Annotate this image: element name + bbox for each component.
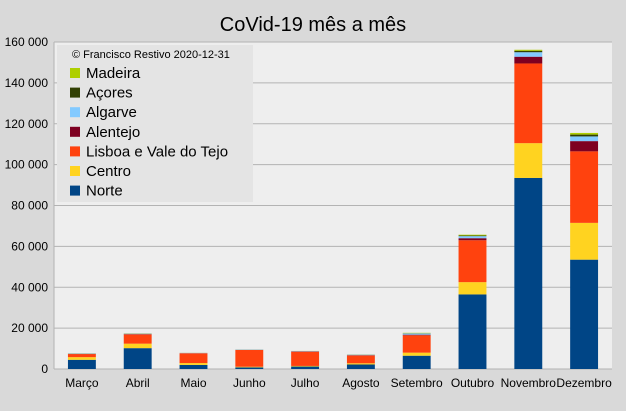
copyright-annotation: © Francisco Restivo 2020-12-31	[72, 49, 230, 61]
legend-entry: Centro	[86, 163, 131, 180]
legend-entry: Açores	[86, 85, 133, 102]
bar-segment	[402, 333, 431, 335]
legend-swatch	[70, 185, 80, 196]
bar-segment	[458, 294, 487, 369]
y-tick-label: 20 000	[11, 321, 48, 335]
bar-segment	[235, 366, 264, 368]
bar-segment	[346, 354, 375, 356]
bar-segment	[179, 363, 208, 365]
bar-segment	[514, 63, 543, 144]
legend-entry: Alentejo	[86, 124, 140, 141]
y-tick-label: 80 000	[11, 199, 48, 213]
bar-segment	[570, 151, 599, 223]
bar-segment	[291, 366, 320, 369]
bar-segment	[67, 357, 96, 360]
bar-segment	[235, 349, 264, 367]
x-category-label: Setembro	[391, 376, 443, 390]
bar-segment	[570, 134, 599, 137]
bar-segment	[458, 234, 487, 236]
y-axis-ticks: 0 20 000 40 000 60 000 80 000 100 000 120 000 1…	[5, 35, 49, 376]
legend-entry: Algarve	[86, 104, 137, 121]
y-tick-label: 160 000	[5, 35, 49, 49]
x-category-label: Abril	[126, 376, 150, 390]
bar-segment	[458, 236, 487, 239]
legend-swatch	[70, 107, 80, 118]
x-axis-categories: Março Abril Maio Junho Julho Agosto Setembro Ou…	[65, 376, 612, 390]
bar-segment	[458, 240, 487, 283]
bar-segment	[346, 364, 375, 369]
bar-segment	[67, 359, 96, 369]
bar-segment	[514, 52, 543, 57]
bar-segment	[346, 355, 375, 364]
bar-segment	[514, 49, 543, 51]
bar-segment	[570, 141, 599, 152]
bar-segment	[570, 259, 599, 369]
x-category-label: Março	[65, 376, 99, 390]
x-category-label: Julho	[291, 376, 320, 390]
x-category-label: Novembro	[501, 376, 557, 390]
y-tick-label: 120 000	[5, 117, 49, 131]
chart-title: CoVid-19 mês a mês	[220, 14, 406, 36]
bar-segment	[179, 353, 208, 364]
legend-entry: Norte	[86, 183, 123, 200]
x-category-label: Dezembro	[556, 376, 612, 390]
y-tick-label: 100 000	[5, 158, 49, 172]
y-tick-label: 140 000	[5, 76, 49, 90]
bar-segment	[458, 235, 487, 237]
legend-swatch	[70, 166, 80, 176]
bar-segment	[346, 363, 375, 365]
bars	[67, 49, 599, 369]
bar-segment	[458, 282, 487, 295]
bar-segment	[67, 354, 96, 358]
bar-segment	[291, 351, 320, 366]
bar-segment	[570, 132, 599, 135]
bar-segment	[514, 177, 543, 369]
legend-swatch	[70, 146, 80, 157]
x-category-label: Junho	[233, 376, 266, 390]
legend-entry: Madeira	[86, 65, 141, 82]
y-tick-label: 0	[41, 362, 48, 376]
x-category-label: Maio	[180, 376, 206, 390]
bar-segment	[570, 222, 599, 260]
bar-segment	[402, 355, 431, 369]
x-category-label: Outubro	[451, 376, 495, 390]
legend-entry: Lisboa e Vale do Tejo	[86, 143, 228, 160]
legend-swatch	[70, 126, 80, 137]
legend: © Francisco Restivo 2020-12-31 Madeira Aç…	[57, 45, 253, 202]
bar-segment	[514, 56, 543, 64]
bar-segment	[179, 364, 208, 369]
legend-swatch	[70, 68, 80, 78]
bar-segment	[402, 352, 431, 356]
bar-segment	[514, 143, 543, 178]
bar-segment	[402, 335, 431, 353]
bar-segment	[123, 334, 152, 344]
bar-segment	[123, 348, 152, 369]
bar-segment	[458, 238, 487, 241]
bar-segment	[402, 334, 431, 336]
bar-segment	[514, 50, 543, 53]
bar-segment	[123, 343, 152, 349]
x-category-label: Agosto	[342, 376, 380, 390]
bar-segment	[235, 367, 264, 369]
y-tick-label: 40 000	[11, 280, 48, 294]
y-tick-label: 60 000	[11, 239, 48, 253]
legend-background	[57, 45, 253, 202]
legend-swatch	[70, 87, 80, 98]
bar-segment	[291, 365, 320, 367]
bar-segment	[570, 136, 599, 142]
